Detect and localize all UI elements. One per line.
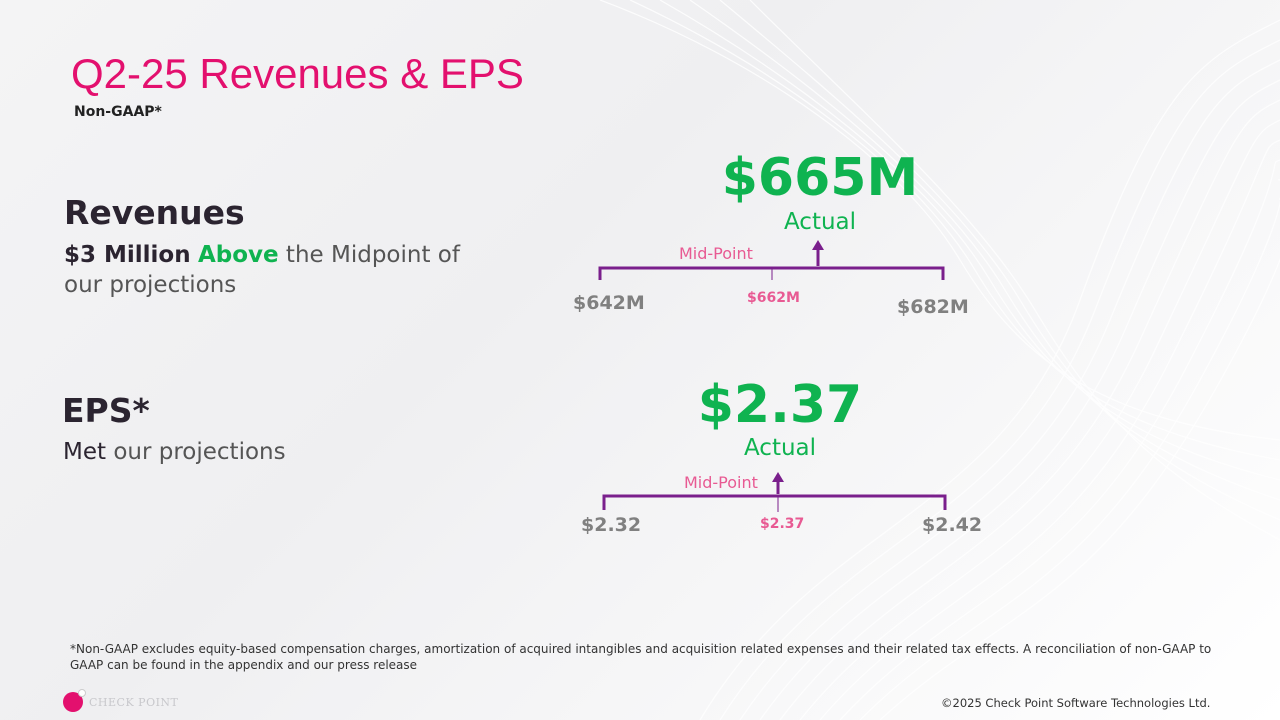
revenues-range-mid: $662M [747,290,800,306]
footnote: *Non-GAAP excludes equity-based compensa… [70,642,1212,672]
revenues-midpoint-label: Mid-Point [679,244,753,263]
logo-text: CHECK POINT [89,696,179,709]
eps-midpoint-label: Mid-Point [684,473,758,492]
eps-line1-rest: our projections [113,439,286,465]
check-point-logo: CHECK POINT [63,689,179,714]
revenues-heading: Revenues [64,193,245,232]
revenues-actual-arrow-icon [812,240,824,250]
eps-actual-value: $2.37 [697,375,863,435]
eps-range-low: $2.32 [581,514,642,536]
page-subtitle: Non-GAAP* [74,104,162,120]
revenues-description: $3 Million Above the Midpoint of our pro… [64,240,460,300]
revenues-description-line1: $3 Million Above the Midpoint of [64,240,460,270]
eps-description: Met our projections [63,437,286,467]
copyright: ©2025 Check Point Software Technologies … [941,696,1211,710]
revenues-line1-rest: the Midpoint of [285,242,460,268]
revenues-range-low: $642M [573,292,645,314]
revenues-actual-label: Actual [783,209,857,235]
eps-range-high: $2.42 [922,514,983,536]
eps-range-mid: $2.37 [760,516,805,532]
revenues-range-bracket [598,240,945,280]
eps-met: Met [63,439,107,465]
eps-heading: EPS* [62,391,150,430]
eps-range-bracket [602,472,947,512]
revenues-amount: $3 Million [64,242,191,268]
logo-mark-icon [63,689,86,712]
revenues-range-high: $682M [897,296,969,318]
revenues-actual-value: $665M [721,148,919,208]
eps-actual-arrow-icon [772,472,784,482]
revenues-above: Above [197,242,279,268]
eps-actual-label: Actual [743,435,817,461]
page-title: Q2-25 Revenues & EPS [71,50,524,97]
revenues-description-line2: our projections [64,272,237,298]
